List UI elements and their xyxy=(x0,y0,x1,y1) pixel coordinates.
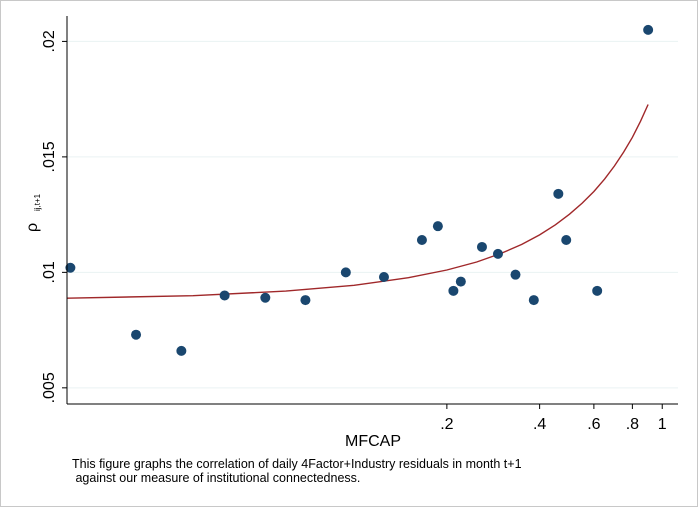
data-points xyxy=(65,24,654,356)
data-point xyxy=(643,24,654,35)
data-point xyxy=(416,235,427,246)
axis-labels: .005 .01 .015 .02 .2 .4 .6 .8 1 MFCAP ρ ij,t+1 xyxy=(24,30,667,450)
data-point xyxy=(492,248,503,259)
axes xyxy=(62,16,678,409)
data-point xyxy=(510,269,521,280)
data-point xyxy=(300,295,311,306)
data-point xyxy=(378,271,389,282)
data-point xyxy=(448,285,459,296)
y-tick-label: .01 xyxy=(41,261,58,283)
data-point xyxy=(561,235,572,246)
y-tick-label: .015 xyxy=(41,141,58,172)
y-tick-label: .02 xyxy=(41,30,58,52)
data-point xyxy=(592,285,603,296)
data-point xyxy=(340,267,351,278)
data-point xyxy=(553,188,564,199)
data-point xyxy=(476,241,487,252)
fit-line xyxy=(66,104,649,299)
data-point xyxy=(219,290,230,301)
data-point xyxy=(528,295,539,306)
caption-line-2: against our measure of institutional con… xyxy=(72,471,361,485)
data-point xyxy=(176,345,187,356)
x-tick-label: 1 xyxy=(658,416,667,433)
figure-caption: This figure graphs the correlation of da… xyxy=(72,457,672,485)
fit-curve xyxy=(66,104,649,299)
x-tick-label: .6 xyxy=(587,416,600,433)
grid-lines xyxy=(67,40,678,389)
data-point xyxy=(455,276,466,287)
x-tick-label: .2 xyxy=(440,416,453,433)
x-axis-title: MFCAP xyxy=(345,433,401,450)
data-point xyxy=(131,329,142,340)
caption-line-1: This figure graphs the correlation of da… xyxy=(72,457,522,471)
y-axis-title: ρ xyxy=(24,223,41,232)
y-tick-label: .005 xyxy=(41,372,58,403)
data-point xyxy=(65,262,76,273)
data-point xyxy=(432,221,443,232)
y-axis-title-subscript: ij,t+1 xyxy=(33,193,42,211)
x-tick-label: .8 xyxy=(626,416,639,433)
data-point xyxy=(260,292,271,303)
x-tick-label: .4 xyxy=(533,416,546,433)
scatter-chart: .005 .01 .015 .02 .2 .4 .6 .8 1 MFCAP ρ ij,t+1 xyxy=(24,16,678,450)
